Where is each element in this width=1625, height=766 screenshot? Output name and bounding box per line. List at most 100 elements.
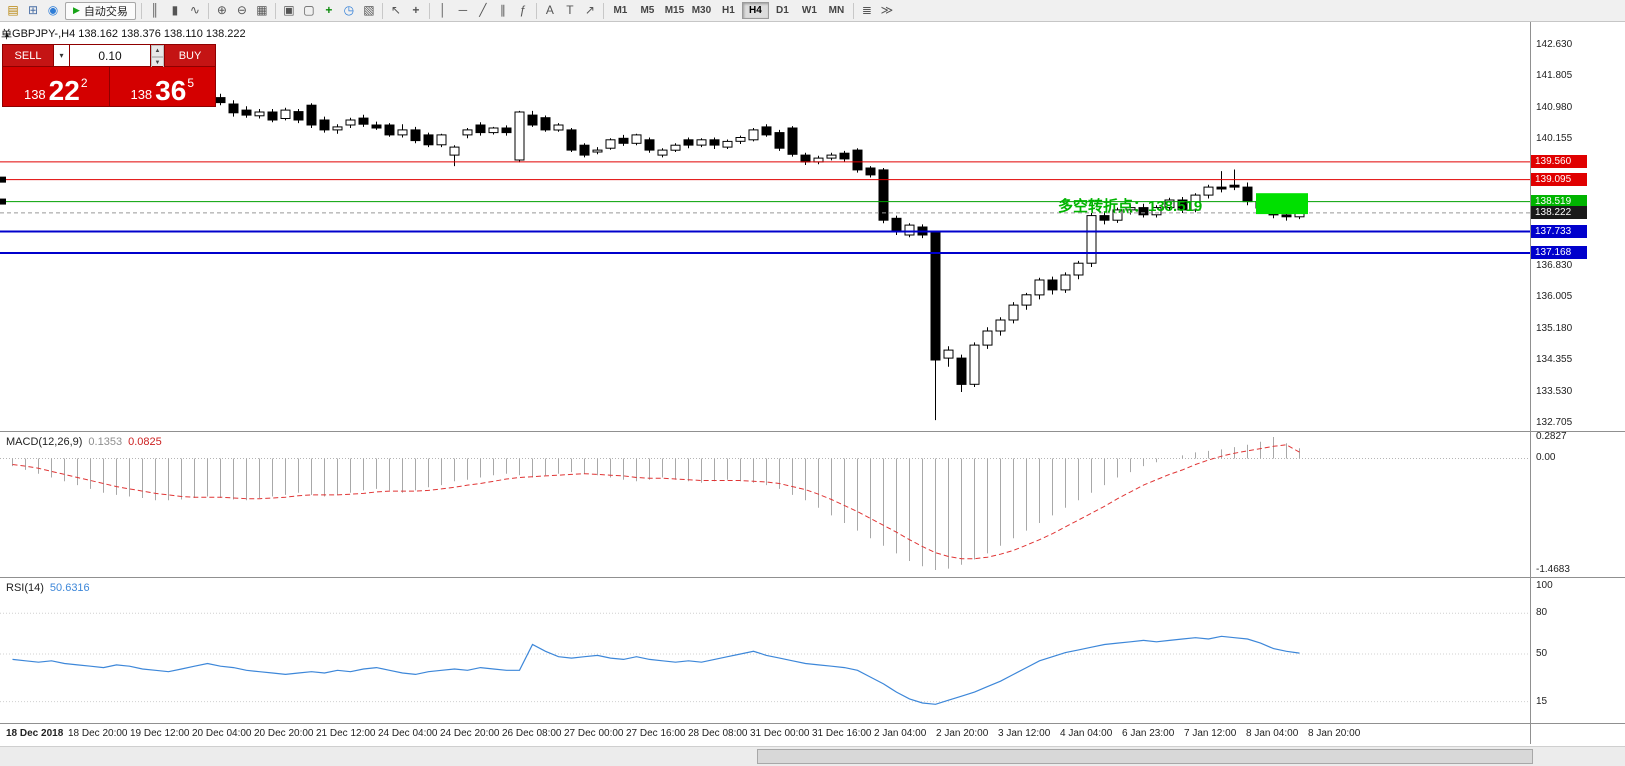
horizontal-scrollbar[interactable] bbox=[0, 746, 1625, 766]
macd-label: MACD(12,26,9) 0.1353 0.0825 bbox=[6, 436, 162, 448]
arrow-tool-icon[interactable]: ↗ bbox=[584, 2, 595, 17]
help-icon[interactable]: ◉ bbox=[47, 2, 59, 17]
fibonacci-icon[interactable]: ƒ bbox=[519, 2, 527, 17]
macd-svg bbox=[0, 437, 1530, 570]
time-axis-label: 24 Dec 04:00 bbox=[378, 728, 438, 739]
time-axis-label: 2 Jan 20:00 bbox=[936, 728, 989, 739]
tile-windows-icon[interactable]: ▣ bbox=[283, 2, 295, 17]
price-tick-label: 133.530 bbox=[1536, 386, 1573, 397]
toolbar-separator bbox=[602, 2, 604, 19]
chart-symbol-header: ▴ GBPJPY-,H4 138.162 138.376 138.110 138.… bbox=[5, 28, 246, 40]
price-chart-canvas[interactable]: 多空转折点：138.519 bbox=[0, 22, 1530, 432]
time-axis: 18 Dec 2018 18 Dec 20:00 19 Dec 12:00 20 De… bbox=[0, 724, 1625, 744]
time-axis-label: 31 Dec 00:00 bbox=[750, 728, 810, 739]
chart-window-icon[interactable]: ⊞ bbox=[27, 2, 39, 17]
macd-tick-label: 0.00 bbox=[1536, 452, 1556, 463]
time-axis-label: 20 Dec 20:00 bbox=[254, 728, 314, 739]
rsi-tick-label: 15 bbox=[1536, 696, 1548, 707]
grid-icon[interactable]: ▦ bbox=[256, 2, 268, 17]
chart-shift-icon[interactable]: ≣ bbox=[861, 2, 872, 17]
new-order-icon[interactable]: ▤ bbox=[7, 2, 19, 17]
chevron-down-icon[interactable]: ▾ bbox=[54, 45, 69, 66]
zoom-in-icon[interactable]: ⊕ bbox=[216, 2, 227, 17]
time-axis-label: 4 Jan 04:00 bbox=[1060, 728, 1113, 739]
buy-price-sup: 5 bbox=[187, 76, 195, 90]
buy-price-big: 36 bbox=[155, 74, 187, 106]
text-label-icon[interactable]: T bbox=[566, 2, 574, 17]
volume-input[interactable] bbox=[70, 45, 150, 66]
price-badge-137.733: 137.733 bbox=[1531, 225, 1587, 238]
text-icon[interactable]: A bbox=[545, 2, 554, 17]
zoom-out-icon[interactable]: ⊖ bbox=[236, 2, 247, 17]
crosshair-icon[interactable]: + bbox=[412, 2, 420, 17]
cursor-icon[interactable]: ↖ bbox=[390, 2, 401, 17]
macd-name: MACD(12,26,9) bbox=[6, 436, 83, 448]
timeframe-button-m1[interactable]: M1 bbox=[613, 5, 628, 16]
price-tick-label: 140.155 bbox=[1536, 133, 1573, 144]
macd-value-signal: 0.0825 bbox=[128, 436, 162, 448]
sell-price-sup: 2 bbox=[80, 76, 88, 90]
bar-chart-icon[interactable]: ║ bbox=[150, 2, 160, 17]
cascade-windows-icon[interactable]: ▢ bbox=[303, 2, 315, 17]
timeframe-button-h1[interactable]: H1 bbox=[722, 5, 735, 16]
candlestick-chart-icon[interactable]: ▮ bbox=[171, 2, 179, 17]
channel-icon[interactable]: ∥ bbox=[499, 2, 506, 17]
indicators-icon[interactable]: + bbox=[325, 2, 333, 17]
price-tick-label: 136.830 bbox=[1536, 260, 1573, 271]
time-axis-label: 24 Dec 20:00 bbox=[440, 728, 500, 739]
timeframe-button-mn[interactable]: MN bbox=[828, 5, 845, 16]
rsi-tick-label: 50 bbox=[1536, 648, 1548, 659]
one-click-trading-panel: SELL ▾ ▲ ▼ BUY 138 22 2 138 36 5 bbox=[2, 44, 216, 107]
price-tick-label: 135.180 bbox=[1536, 323, 1573, 334]
stepper-up-icon[interactable]: ▲ bbox=[151, 45, 164, 57]
time-axis-label: 18 Dec 20:00 bbox=[68, 728, 128, 739]
price-tick-label: 136.005 bbox=[1536, 291, 1573, 302]
horizontal-line-icon[interactable]: ─ bbox=[458, 2, 468, 17]
rsi-tick-label: 100 bbox=[1536, 580, 1553, 591]
timeframe-button-d1[interactable]: D1 bbox=[776, 5, 789, 16]
panel-divider bbox=[0, 723, 1625, 724]
time-axis-label: 19 Dec 12:00 bbox=[130, 728, 190, 739]
autotrading-button[interactable]: ▶ 自动交易 bbox=[65, 1, 136, 20]
panel-divider[interactable] bbox=[0, 431, 1625, 432]
toolbar-separator bbox=[140, 2, 142, 19]
timeframe-button-m30[interactable]: M30 bbox=[691, 5, 712, 16]
ohlc-text: GBPJPY-,H4 138.162 138.376 138.110 138.2… bbox=[12, 28, 246, 40]
toolbar-separator bbox=[428, 2, 430, 19]
timeframe-button-m5[interactable]: M5 bbox=[640, 5, 655, 16]
panel-divider[interactable] bbox=[0, 577, 1625, 578]
trendline-icon[interactable]: ╱ bbox=[479, 2, 487, 17]
time-axis-label: 26 Dec 08:00 bbox=[502, 728, 562, 739]
rsi-svg bbox=[0, 612, 1530, 705]
buy-button[interactable]: BUY bbox=[165, 45, 215, 66]
time-axis-label: 20 Dec 04:00 bbox=[192, 728, 252, 739]
price-tick-label: 141.805 bbox=[1536, 70, 1573, 81]
time-axis-label: 2 Jan 04:00 bbox=[874, 728, 927, 739]
timeframe-button-m15[interactable]: M15 bbox=[664, 5, 685, 16]
buy-price-button[interactable]: 138 36 5 bbox=[109, 67, 215, 106]
price-badge-139.560: 139.560 bbox=[1531, 155, 1587, 168]
time-axis-label: 3 Jan 12:00 bbox=[998, 728, 1051, 739]
macd-chart-canvas[interactable]: MACD(12,26,9) 0.1353 0.0825 bbox=[0, 432, 1530, 578]
sell-price-button[interactable]: 138 22 2 bbox=[3, 67, 109, 106]
toolbar-separator bbox=[274, 2, 276, 19]
line-chart-icon[interactable]: ∿ bbox=[189, 2, 200, 17]
time-axis-label: 7 Jan 12:00 bbox=[1184, 728, 1237, 739]
volume-stepper: ▲ ▼ bbox=[151, 45, 164, 69]
rsi-label: RSI(14) 50.6316 bbox=[6, 582, 90, 594]
rsi-chart-canvas[interactable]: RSI(14) 50.6316 bbox=[0, 578, 1530, 724]
vertical-line-icon[interactable]: │ bbox=[439, 2, 447, 17]
timeframe-button-h4[interactable]: H4 bbox=[741, 2, 769, 19]
one-click-tab[interactable]: 单 bbox=[1, 29, 12, 41]
auto-scroll-icon[interactable]: ≫ bbox=[880, 2, 894, 17]
timeframe-button-w1[interactable]: W1 bbox=[801, 5, 817, 16]
toolbar-separator bbox=[852, 2, 854, 19]
scrollbar-thumb[interactable] bbox=[757, 749, 1533, 764]
periods-icon[interactable]: ◷ bbox=[343, 2, 355, 17]
time-axis-label: 8 Jan 04:00 bbox=[1246, 728, 1299, 739]
sell-button[interactable]: SELL bbox=[3, 45, 53, 66]
templates-icon[interactable]: ▧ bbox=[363, 2, 375, 17]
toolbar-separator bbox=[207, 2, 209, 19]
time-axis-label: 27 Dec 16:00 bbox=[626, 728, 686, 739]
